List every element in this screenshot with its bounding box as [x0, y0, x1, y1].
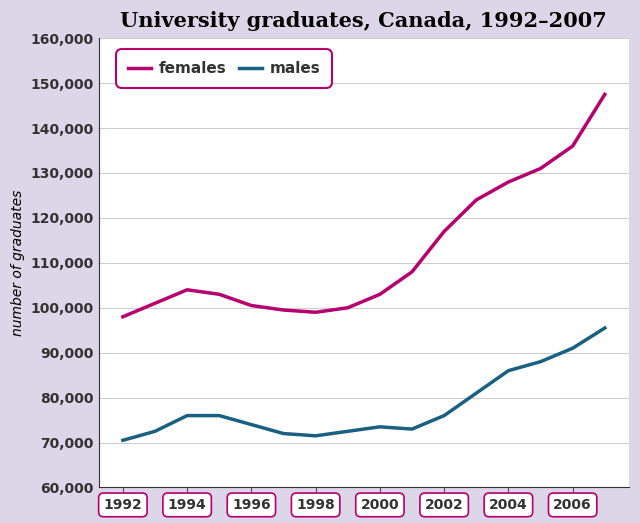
Y-axis label: number of graduates: number of graduates	[11, 190, 25, 336]
Title: University graduates, Canada, 1992–2007: University graduates, Canada, 1992–2007	[120, 11, 607, 31]
Legend: females, males: females, males	[122, 55, 326, 82]
